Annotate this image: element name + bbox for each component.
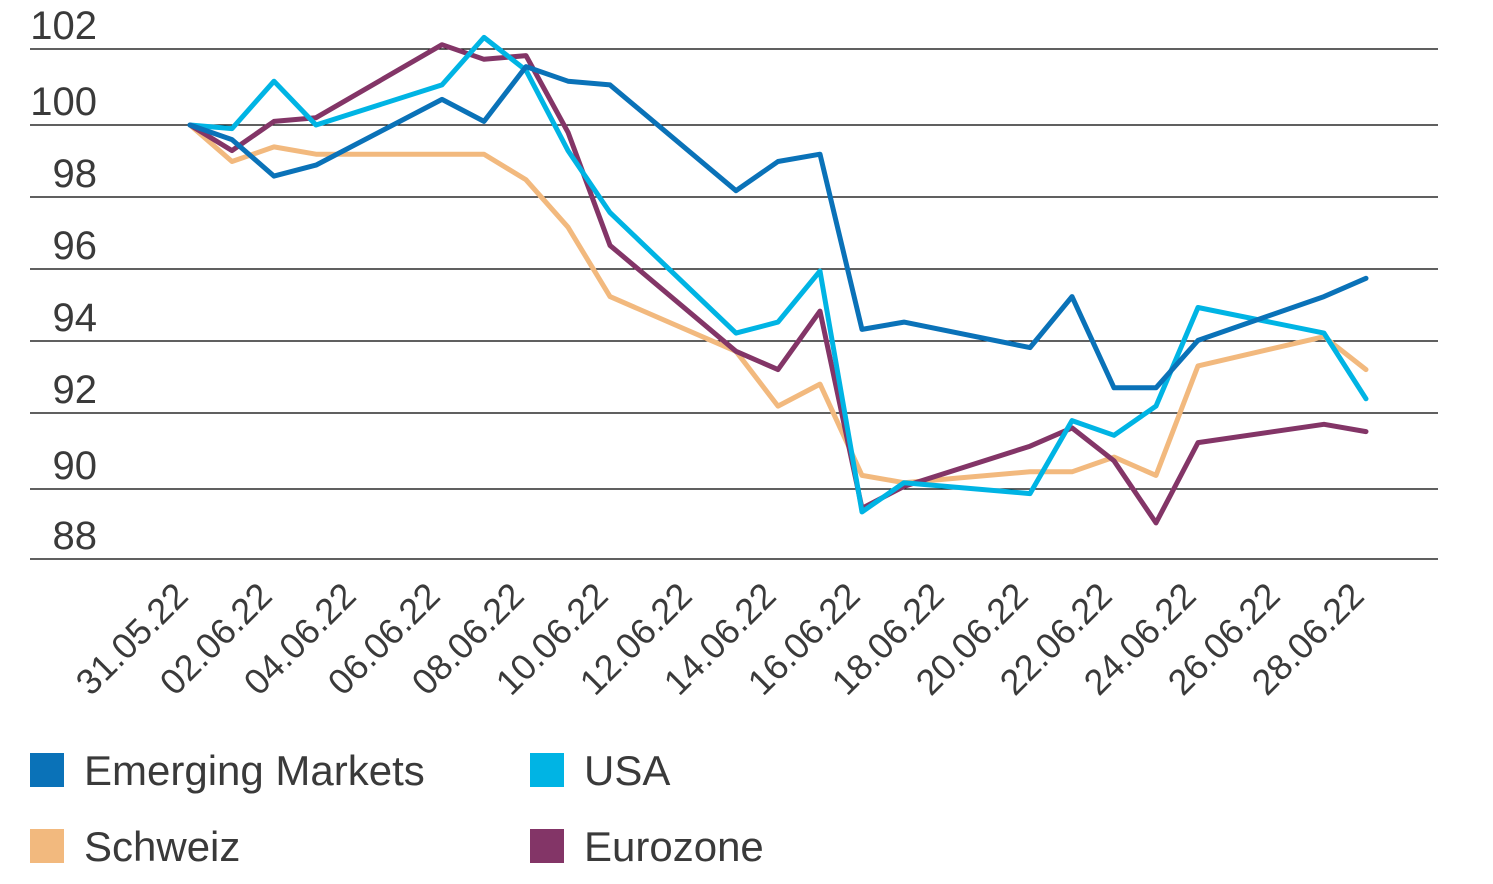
y-tick-label: 88 [53,514,98,558]
legend-label-schweiz: Schweiz [84,823,240,870]
y-axis-ticks: 102 100 98 96 94 92 90 88 [30,4,97,558]
legend-label-emerging-markets: Emerging Markets [84,747,425,794]
y-tick-label: 102 [30,4,97,48]
legend: Emerging Markets USA Schweiz Eurozone [30,747,764,870]
legend-swatch-usa [530,753,564,787]
series-line-emerging-markets [187,64,1369,391]
legend-swatch-eurozone [530,829,564,863]
y-tick-label: 96 [53,224,98,268]
y-tick-label: 92 [53,368,98,412]
legend-label-eurozone: Eurozone [584,823,764,870]
legend-swatch-schweiz [30,829,64,863]
series-line-usa [187,34,1369,515]
gridlines [30,48,1438,560]
series-line-eurozone [187,42,1369,526]
y-tick-label: 100 [30,80,97,124]
legend-label-usa: USA [584,747,670,794]
y-tick-label: 90 [53,444,98,488]
series-line-schweiz [187,122,1369,486]
legend-swatch-emerging-markets [30,753,64,787]
x-axis-ticks: 31.05.2202.06.2204.06.2206.06.2208.06.22… [68,575,1372,703]
y-tick-label: 94 [53,296,98,340]
y-tick-label: 98 [53,152,98,196]
series-lines [187,34,1369,526]
